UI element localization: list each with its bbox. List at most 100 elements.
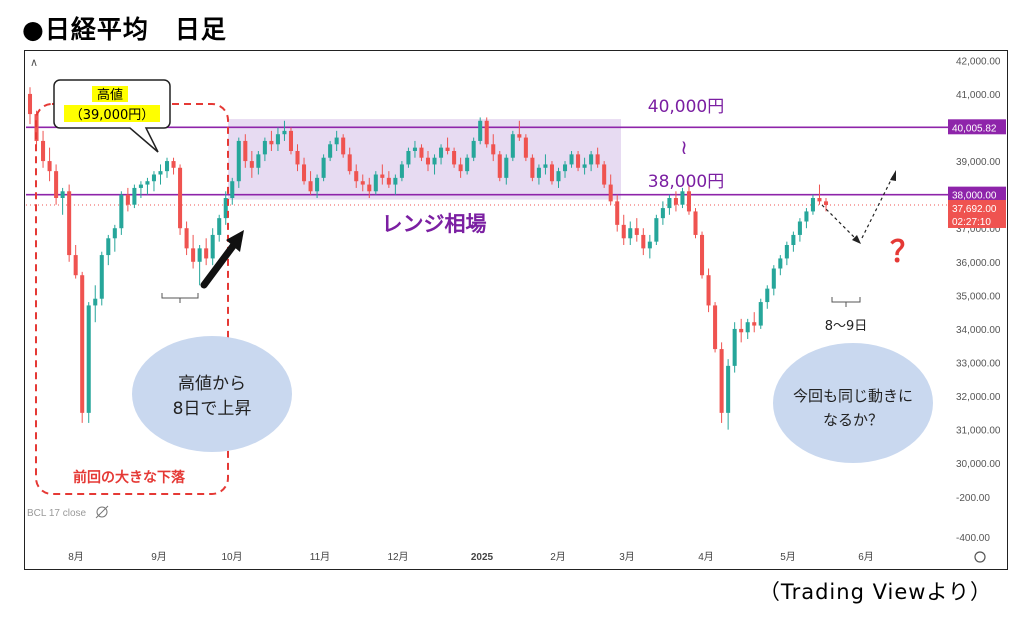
candle-body [112, 228, 117, 239]
candle-body [536, 167, 541, 178]
candle-body [178, 167, 183, 229]
y-tick-label: 41,000.00 [956, 90, 1001, 101]
candle-body [425, 157, 431, 165]
eye-off-icon-slash [95, 505, 109, 519]
candle-body [54, 171, 59, 198]
candle-body [171, 161, 176, 168]
candle-body [230, 181, 235, 198]
candle-body [191, 248, 196, 262]
candle-body [60, 191, 65, 198]
candle-body [745, 322, 750, 333]
candle-body [758, 302, 763, 326]
candle-body [556, 171, 561, 182]
candle-body [771, 268, 776, 289]
candle-body [41, 140, 46, 162]
high-box-value-bg [64, 105, 160, 122]
approx-symbol: ≀ [680, 135, 688, 159]
level-label-40000: 40,000円 [648, 97, 724, 117]
projection-up [861, 175, 894, 239]
candle-body [354, 171, 359, 182]
level-label-38000: 38,000円 [648, 172, 724, 192]
y-tick-label: 30,000.00 [956, 459, 1001, 470]
candle-body [791, 234, 796, 245]
candle-body [608, 184, 613, 202]
candle-body [713, 305, 718, 350]
candle-body [628, 228, 633, 239]
source-credit: （Trading Viewより） [758, 580, 992, 604]
up-arrow-shaft [200, 238, 240, 289]
candle-body [164, 161, 170, 172]
candle-body [210, 234, 215, 259]
left-brace [161, 293, 199, 303]
candle-body [660, 208, 665, 219]
high-box-value: （39,000円） [70, 108, 155, 123]
candle-body [732, 328, 737, 366]
candle-body [478, 120, 483, 141]
candle-body [302, 164, 307, 182]
candle-body [817, 198, 822, 202]
candle-body [321, 157, 326, 178]
candle-body [197, 248, 202, 262]
candle-body [693, 211, 698, 235]
price-label-bg [948, 186, 1006, 202]
candle-body [778, 258, 783, 269]
candle-body [328, 144, 333, 158]
candle-body [504, 157, 509, 178]
chevron-up-icon: ∧ [30, 56, 38, 69]
candle-body [739, 328, 744, 333]
candle-body [439, 147, 444, 158]
price-label-bg [948, 212, 1006, 228]
bubble-right [773, 343, 933, 463]
candle-body [125, 194, 130, 205]
price-label-bg [948, 199, 1006, 215]
candle-body [562, 164, 568, 172]
x-tick-label: 5月 [780, 551, 796, 563]
candle-body [217, 218, 222, 235]
candle-body [589, 154, 594, 165]
candle-body [471, 140, 476, 158]
projection-up-head [890, 170, 896, 181]
candle-body [484, 120, 489, 145]
indicator-label: BCL 17 close [27, 508, 87, 519]
x-tick-label: 10月 [221, 551, 242, 563]
question-mark: ？ [890, 235, 920, 270]
candle-body [243, 140, 248, 162]
candle-body [93, 298, 98, 306]
candle-body [530, 157, 535, 178]
y-tick-label: 36,000.00 [956, 258, 1001, 269]
candle-body [595, 154, 600, 165]
candle-body [386, 177, 391, 185]
candle-body [360, 181, 365, 185]
candle-body [99, 255, 104, 299]
candle-body [673, 198, 678, 205]
candle-body [204, 248, 209, 259]
candle-body [726, 365, 731, 413]
candle-body [823, 201, 829, 205]
candle-body [295, 151, 300, 165]
candle-body [706, 275, 711, 306]
range-box [228, 119, 621, 200]
candle-body [523, 137, 528, 158]
candle-body [647, 241, 652, 249]
y-tick-label: 35,000.00 [956, 291, 1001, 302]
x-tick-label: 11月 [310, 551, 330, 563]
x-tick-label: 6月 [858, 551, 874, 563]
bubble-right-line2: なるか？ [823, 411, 883, 429]
gear-icon [974, 551, 986, 563]
candle-body [119, 194, 124, 229]
candle-body [151, 174, 156, 182]
candle-body [465, 157, 470, 172]
candle-body [256, 154, 261, 168]
price-label-bg [948, 119, 1006, 135]
candle-body [615, 201, 620, 225]
candle-body [497, 154, 502, 178]
candle-body [700, 234, 705, 276]
price-label: 02:27:10 [952, 217, 991, 228]
candle-body [654, 218, 659, 242]
bubble-right-line1: 今回も同じ動きに [793, 387, 913, 405]
candle-body [334, 137, 339, 145]
x-tick-label: 12月 [387, 551, 408, 563]
projection-down [821, 204, 858, 241]
candle-body [367, 184, 372, 192]
